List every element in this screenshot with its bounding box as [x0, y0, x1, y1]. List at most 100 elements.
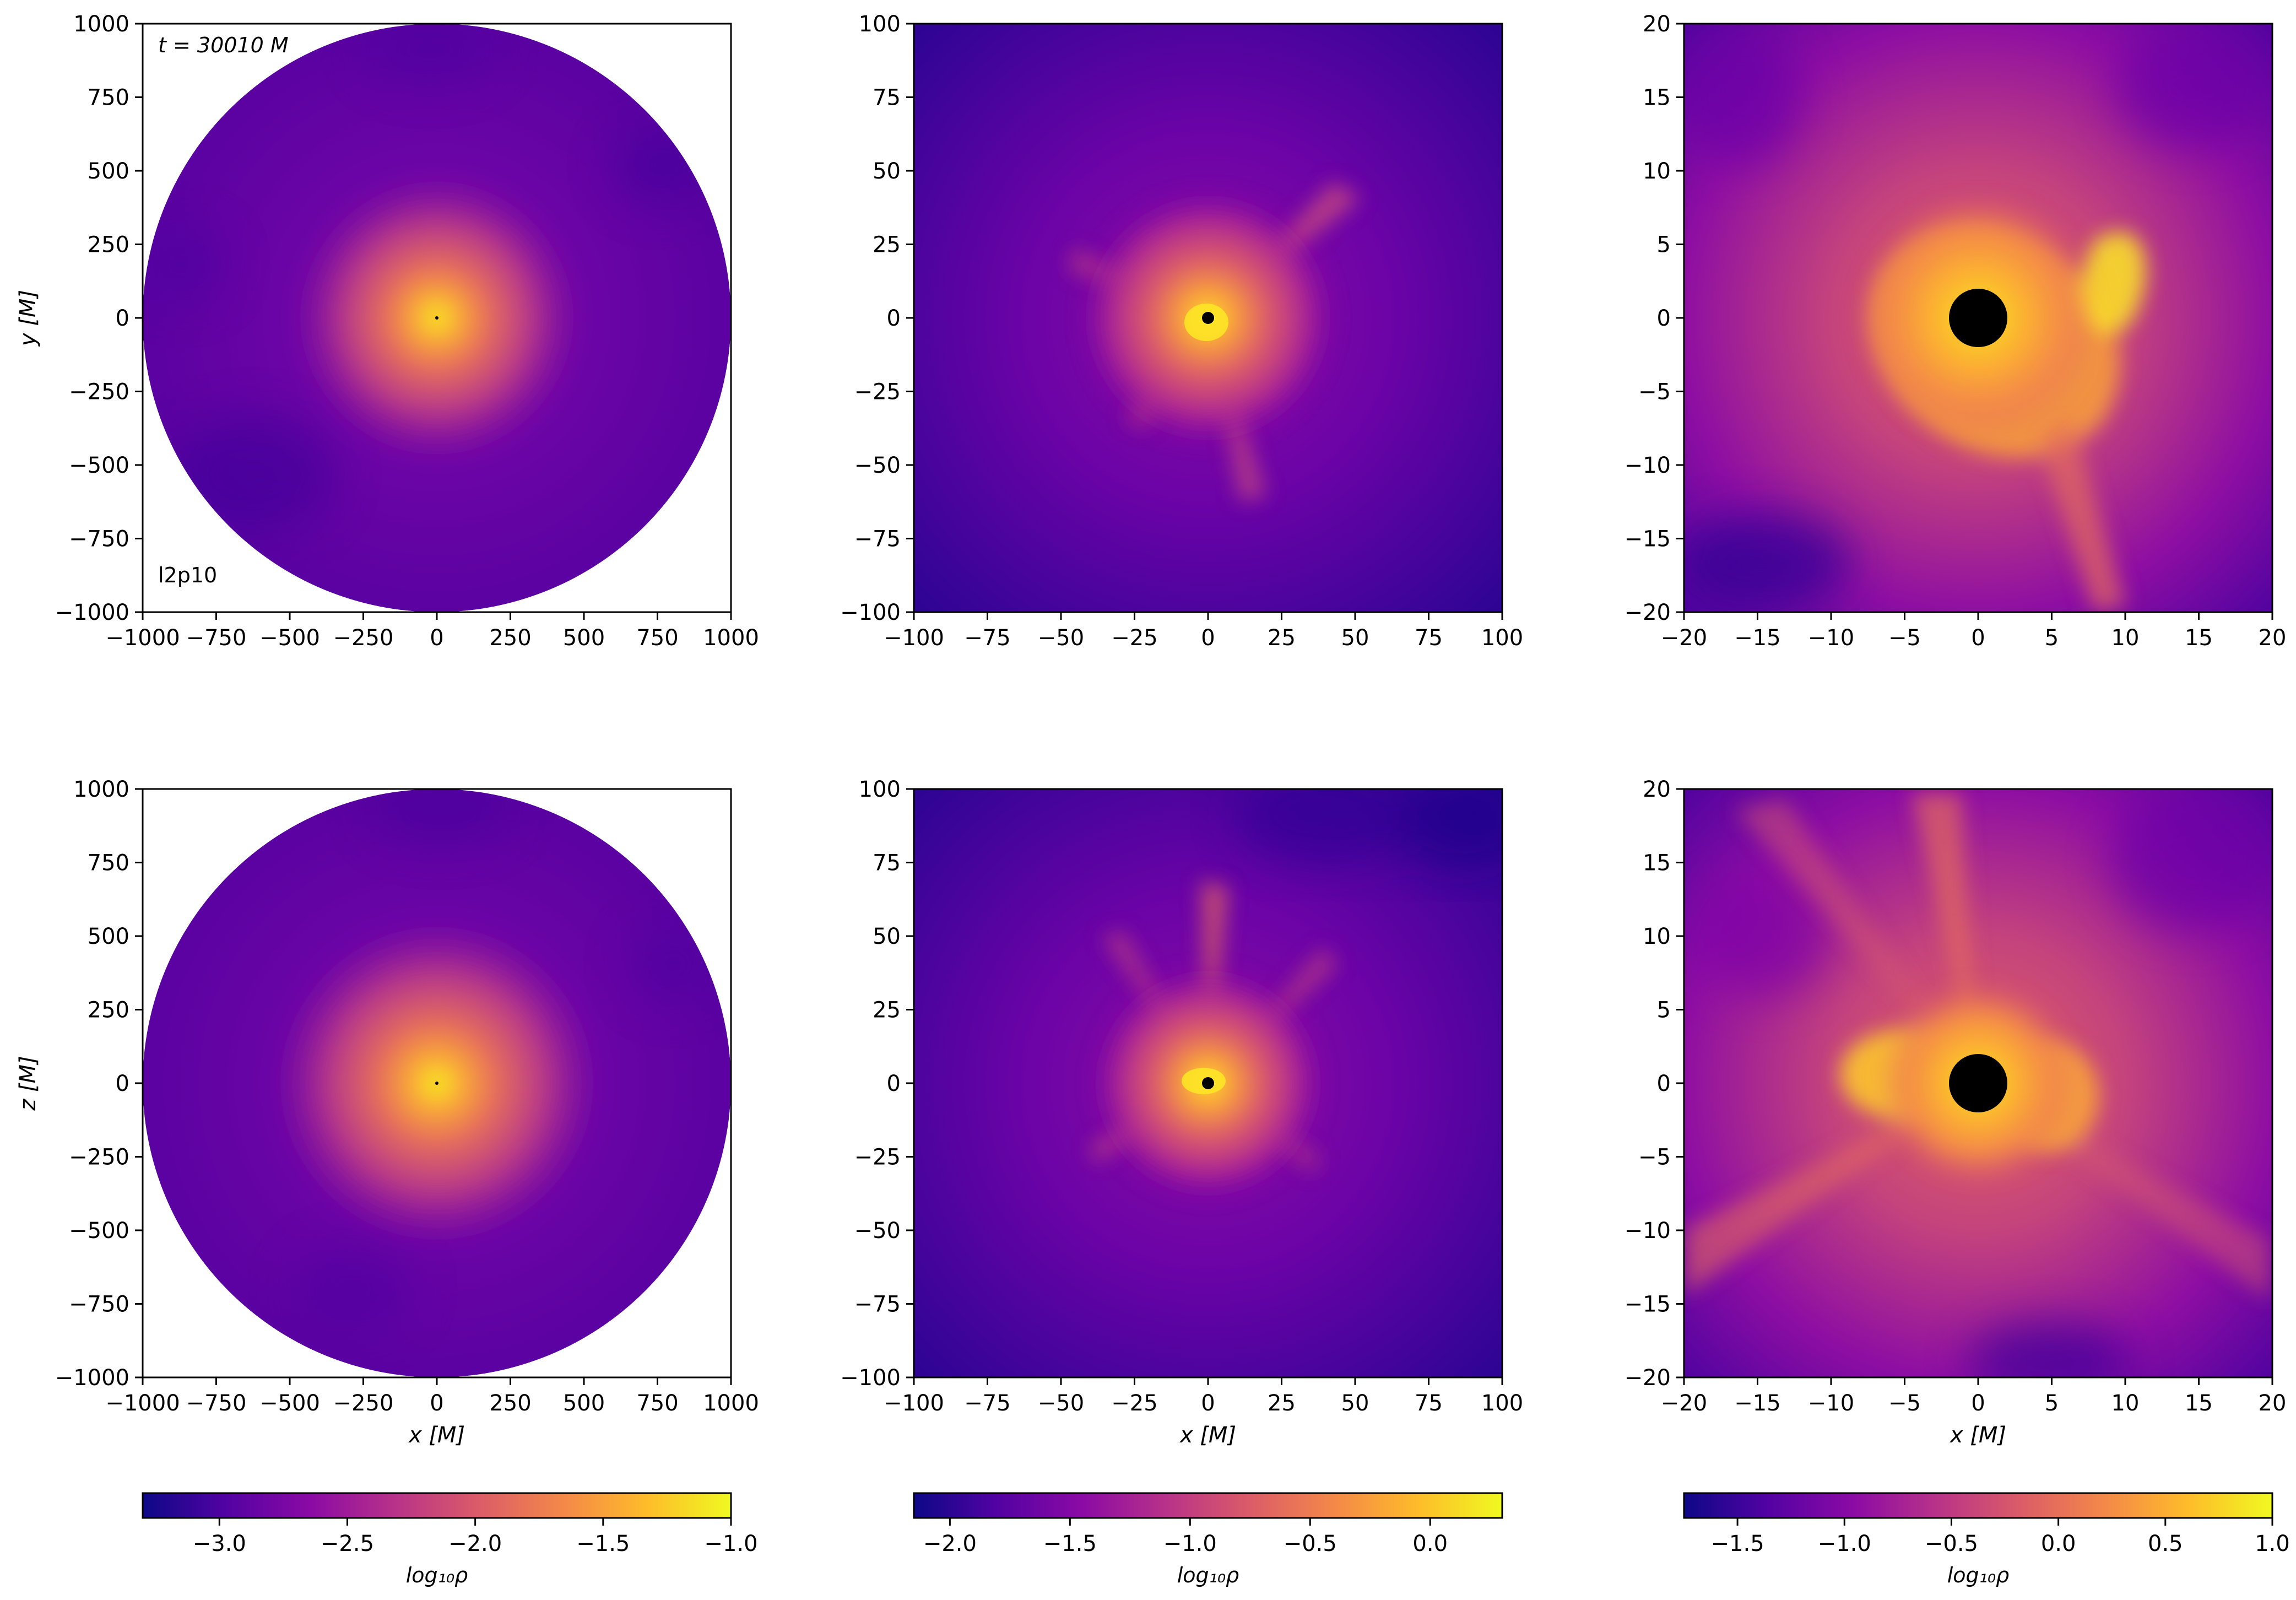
- x-tick-label: −250: [333, 625, 394, 651]
- y-axis-label: y [M]: [15, 290, 41, 347]
- colorbar-tick-label: −0.5: [1925, 1531, 1978, 1556]
- colorbar-tick-label: −3.0: [193, 1531, 246, 1556]
- y-tick-label: 75: [873, 85, 901, 111]
- x-tick-label: 500: [563, 1391, 605, 1416]
- y-tick-label: 15: [1643, 851, 1671, 876]
- colorbar-label: log₁₀ρ: [406, 1563, 468, 1587]
- y-tick-label: −10: [1624, 453, 1671, 478]
- x-tick-label: 1000: [703, 625, 759, 651]
- x-tick-label: −750: [186, 625, 247, 651]
- x-tick-label: −25: [1111, 625, 1157, 651]
- colorbar-tick-label: −0.5: [1284, 1531, 1337, 1556]
- x-tick-label: 75: [1415, 1391, 1443, 1416]
- y-tick-label: 250: [88, 233, 129, 258]
- x-tick-label: 50: [1341, 625, 1369, 651]
- y-tick-label: 100: [859, 777, 901, 802]
- panel-xz-20: −20 −15 −10 −5 0 5 10 15 20 −20 −15 −10 −5 0 5 10 15 20 x …: [1624, 777, 2287, 1448]
- y-tick-label: −1000: [55, 600, 129, 625]
- time-annotation: t = 30010 M: [158, 33, 289, 57]
- x-tick-label: 1000: [703, 1391, 759, 1416]
- colorbar-tick-label: 0.0: [2041, 1531, 2076, 1556]
- x-tick-label: −100: [884, 1391, 944, 1416]
- colorbar-tick-label: −1.0: [704, 1531, 757, 1556]
- y-tick-label: −500: [69, 1218, 129, 1244]
- panel-xy-20: −20 −15 −10 −5 0 5 10 15 20 −20 −15 −10 −5 0 5 10 15 20: [1624, 12, 2287, 651]
- colorbar-1: log₁₀ρ −3.0 −2.5 −2.0 −1.5 −1.0: [142, 1492, 758, 1587]
- x-tick-label: −750: [186, 1391, 247, 1416]
- y-tick-label: 75: [873, 851, 901, 876]
- y-tick-label: 10: [1643, 924, 1671, 949]
- y-tick-label: −250: [69, 380, 129, 405]
- colorbar-tick-label: −1.5: [1711, 1531, 1764, 1556]
- y-tick-label: 500: [88, 924, 129, 949]
- x-tick-label: −75: [964, 1391, 1010, 1416]
- x-tick-label: −500: [259, 625, 320, 651]
- x-tick-label: 0: [1971, 1391, 1985, 1416]
- x-tick-label: 0: [430, 1391, 443, 1416]
- panel-xz-1000: −1000 −750 −500 −250 0 250 500 750 1000−1000−750…: [15, 777, 759, 1448]
- x-axis-label: x [M]: [1949, 1423, 2006, 1448]
- panel-xy-100: −100 −75 −50 −25 0 25 50 75 100 −100 −75 −50 −25 0 25 5…: [840, 12, 1523, 651]
- y-tick-label: 0: [116, 306, 129, 331]
- density-map-xy-1000: [143, 24, 731, 612]
- colorbar-tick-label: 0.5: [2148, 1531, 2183, 1556]
- density-map-xz-20: [1684, 789, 2272, 1377]
- colorbar-tick-label: −1.5: [1043, 1531, 1097, 1556]
- x-tick-label: −20: [1661, 1391, 1707, 1416]
- model-annotation: l2p10: [158, 563, 217, 587]
- x-tick-label: −50: [1038, 625, 1084, 651]
- y-tick-label: 0: [887, 1071, 901, 1096]
- x-tick-label: 25: [1268, 1391, 1296, 1416]
- y-tick-label: 1000: [73, 777, 129, 802]
- y-tick-label: 5: [1657, 998, 1671, 1023]
- x-tick-label: 100: [1481, 625, 1523, 651]
- x-tick-label: 25: [1268, 625, 1296, 651]
- y-tick-label: 1000: [73, 12, 129, 37]
- colorbar-label: log₁₀ρ: [1177, 1563, 1239, 1587]
- x-tick-label: 0: [1201, 625, 1215, 651]
- colorbars: log₁₀ρ −3.0 −2.5 −2.0 −1.5 −1.0 log₁₀ρ −2.0 −…: [142, 1492, 2290, 1587]
- x-tick-label: −500: [259, 1391, 320, 1416]
- x-tick-label: 5: [2045, 1391, 2059, 1416]
- y-tick-label: 500: [88, 159, 129, 184]
- x-tick-label: 0: [1201, 1391, 1215, 1416]
- y-tick-label: 20: [1643, 12, 1671, 37]
- y-axis-label: z [M]: [15, 1056, 41, 1111]
- y-tick-label: −100: [840, 1365, 901, 1391]
- colorbar-tick-label: −2.0: [448, 1531, 502, 1556]
- colorbar-2: log₁₀ρ −2.0 −1.5 −1.0 −0.5 0.0: [913, 1492, 1503, 1587]
- y-tick-label: −10: [1624, 1218, 1671, 1244]
- y-tick-label: 50: [873, 924, 901, 949]
- y-tick-label: −100: [840, 600, 901, 625]
- y-tick-label: −5: [1638, 380, 1671, 405]
- x-tick-label: 10: [2111, 1391, 2140, 1416]
- y-tick-label: 25: [873, 998, 901, 1023]
- y-tick-label: −750: [69, 1292, 129, 1317]
- density-map-xz-100: [914, 789, 1502, 1377]
- y-tick-label: −75: [854, 527, 901, 552]
- x-tick-label: 0: [430, 625, 443, 651]
- y-tick-label: 20: [1643, 777, 1671, 802]
- x-tick-label: −75: [964, 625, 1010, 651]
- x-tick-label: −250: [333, 1391, 394, 1416]
- y-tick-label: −15: [1624, 1292, 1671, 1317]
- x-tick-label: 20: [2259, 625, 2287, 651]
- colorbar-tick-label: −1.0: [1163, 1531, 1217, 1556]
- colorbar-3: log₁₀ρ −1.5 −1.0 −0.5 0.0 0.5 1.0: [1683, 1492, 2290, 1587]
- x-tick-label: 15: [2185, 1391, 2213, 1416]
- y-tick-label: −1000: [55, 1365, 129, 1391]
- colorbar-tick-label: −2.5: [321, 1531, 374, 1556]
- y-tick-label: −25: [854, 380, 901, 405]
- x-tick-label: −10: [1808, 625, 1854, 651]
- y-tick-label: 5: [1657, 233, 1671, 258]
- y-tick-label: 250: [88, 998, 129, 1023]
- x-tick-label: 5: [2045, 625, 2059, 651]
- x-tick-label: 250: [489, 1391, 531, 1416]
- x-tick-label: 750: [636, 625, 678, 651]
- y-tick-label: 50: [873, 159, 901, 184]
- y-tick-label: 750: [88, 851, 129, 876]
- x-tick-label: −1000: [105, 1391, 180, 1416]
- x-axis-label: x [M]: [408, 1423, 465, 1448]
- x-tick-label: 75: [1415, 625, 1443, 651]
